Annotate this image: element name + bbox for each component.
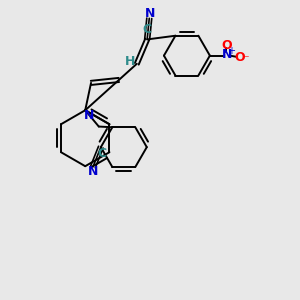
Text: C: C: [98, 147, 106, 160]
Text: N: N: [145, 7, 155, 20]
Text: N: N: [221, 48, 232, 61]
Text: N: N: [88, 165, 98, 178]
Text: N: N: [84, 109, 94, 122]
Text: +: +: [227, 46, 236, 56]
Text: C: C: [142, 23, 152, 36]
Text: H: H: [125, 55, 136, 68]
Text: ⁻: ⁻: [242, 53, 248, 67]
Text: O: O: [221, 39, 232, 52]
Text: O: O: [234, 51, 244, 64]
